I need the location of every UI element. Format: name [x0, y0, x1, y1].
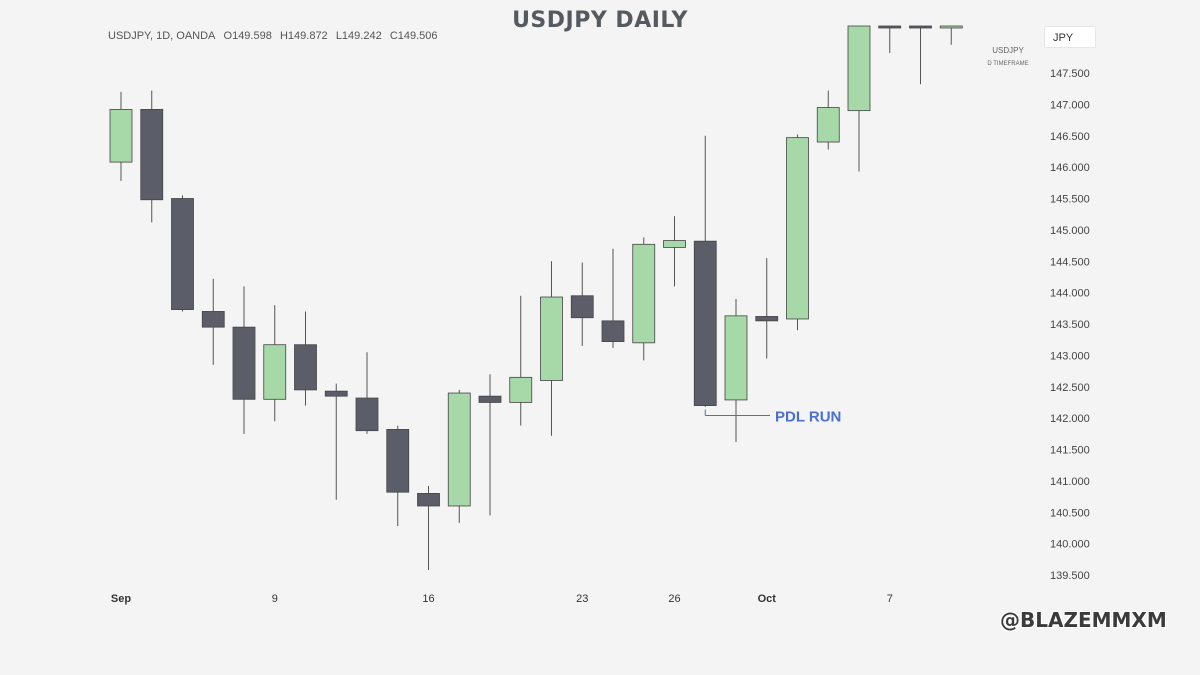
price-tick-label: 142.500 — [1050, 382, 1090, 394]
legend-timeframe: D TIMEFRAME — [987, 61, 1029, 67]
symbol-info: USDJPY, 1D, OANDA — [108, 30, 216, 42]
candle — [939, 25, 963, 45]
price-tick-label: 143.500 — [1050, 319, 1090, 331]
candle-body-down — [294, 344, 317, 391]
candle-body-up — [109, 108, 133, 163]
candle-body-up — [509, 376, 533, 403]
candle-body-up — [540, 296, 563, 381]
candle-body-down — [755, 316, 779, 322]
candle-body-up — [263, 344, 287, 400]
candle-body-up — [724, 315, 748, 401]
price-tick-label: 142.000 — [1050, 413, 1090, 425]
candle-body-up — [786, 137, 809, 320]
candle-body-up — [939, 25, 963, 29]
candle — [109, 91, 133, 181]
pdl-run-label: PDL RUN — [775, 408, 841, 425]
candle-body-down — [232, 326, 256, 400]
high-value: H149.872 — [279, 30, 328, 42]
candle-body-down — [909, 25, 932, 29]
candle — [417, 485, 440, 570]
close-value: C149.506 — [389, 30, 438, 42]
candle-body-up — [447, 392, 471, 507]
candle — [140, 90, 164, 223]
price-tick-label: 145.500 — [1050, 194, 1090, 206]
candles — [109, 25, 963, 570]
candle — [324, 383, 348, 500]
candle — [847, 25, 871, 172]
price-tick-label: 140.500 — [1050, 507, 1090, 519]
candle-body-up — [847, 25, 871, 112]
candle — [570, 262, 594, 346]
price-tick-label: 141.000 — [1050, 476, 1090, 488]
candle — [724, 298, 748, 442]
candle — [601, 248, 625, 348]
candle-body-down — [171, 198, 194, 310]
candle — [663, 216, 686, 287]
price-tick-label: 147.500 — [1050, 68, 1090, 80]
candle-body-down — [478, 395, 502, 403]
ohlc-readout: USDJPY, 1D, OANDA O149.598 H149.872 L149… — [108, 30, 440, 42]
annotation: PDL RUN — [704, 408, 841, 425]
candle — [509, 295, 533, 426]
candle-body-down — [355, 397, 379, 432]
candle — [909, 25, 932, 85]
candle — [386, 425, 410, 527]
currency-button[interactable]: JPY — [1044, 26, 1096, 48]
time-tick-label: Oct — [758, 593, 777, 605]
legend-symbol: USDJPY — [992, 46, 1024, 55]
candle — [816, 90, 840, 150]
time-tick-label: Sep — [111, 593, 131, 605]
candle — [878, 25, 902, 53]
time-tick-label: 7 — [887, 593, 893, 605]
candle-body-down — [201, 311, 225, 328]
candle — [447, 389, 471, 523]
candle-body-down — [601, 320, 625, 342]
candle-body-down — [140, 108, 164, 201]
price-tick-label: 140.000 — [1050, 539, 1090, 551]
candle-body-down — [386, 429, 410, 493]
price-tick-label: 145.000 — [1050, 225, 1090, 237]
price-tick-label: 139.500 — [1050, 570, 1090, 582]
price-axis[interactable]: 139.500 140.000 140.500 141.000 141.500 142.0… — [1050, 68, 1090, 582]
price-tick-label: 144.500 — [1050, 256, 1090, 268]
candle-body-down — [570, 295, 594, 319]
candle — [355, 352, 379, 434]
candle — [540, 261, 563, 436]
candle — [693, 135, 717, 407]
time-tick-label: 16 — [422, 593, 434, 605]
time-tick-label: 9 — [272, 593, 278, 605]
price-tick-label: 147.000 — [1050, 99, 1090, 111]
candle — [632, 237, 656, 361]
candle — [755, 258, 779, 359]
candle-body-down — [417, 493, 440, 507]
price-tick-label: 143.000 — [1050, 350, 1090, 362]
candle — [201, 278, 225, 365]
candle — [171, 195, 194, 312]
candle-body-down — [693, 240, 717, 406]
candle-body-up — [632, 243, 656, 344]
candle-body-up — [663, 240, 686, 248]
price-tick-label: 144.000 — [1050, 288, 1090, 300]
open-value: O149.598 — [223, 30, 272, 42]
time-tick-label: 23 — [576, 593, 588, 605]
candle-body-up — [816, 107, 840, 143]
low-value: L149.242 — [335, 30, 382, 42]
candle — [263, 305, 287, 422]
price-tick-label: 146.000 — [1050, 162, 1090, 174]
price-tick-label: 146.500 — [1050, 131, 1090, 143]
candle — [232, 286, 256, 434]
candle — [478, 374, 502, 516]
candle-body-down — [878, 25, 902, 29]
price-tick-label: 141.500 — [1050, 445, 1090, 457]
watermark: @BLAZEMMXM — [1000, 608, 1167, 632]
candle — [786, 134, 809, 331]
time-tick-label: 26 — [668, 593, 680, 605]
time-axis[interactable]: Sep 9 16 23 26 Oct 7 — [111, 593, 893, 605]
chart-title: USDJPY DAILY — [512, 8, 688, 33]
candle-body-down — [324, 390, 348, 397]
candle — [294, 311, 317, 406]
